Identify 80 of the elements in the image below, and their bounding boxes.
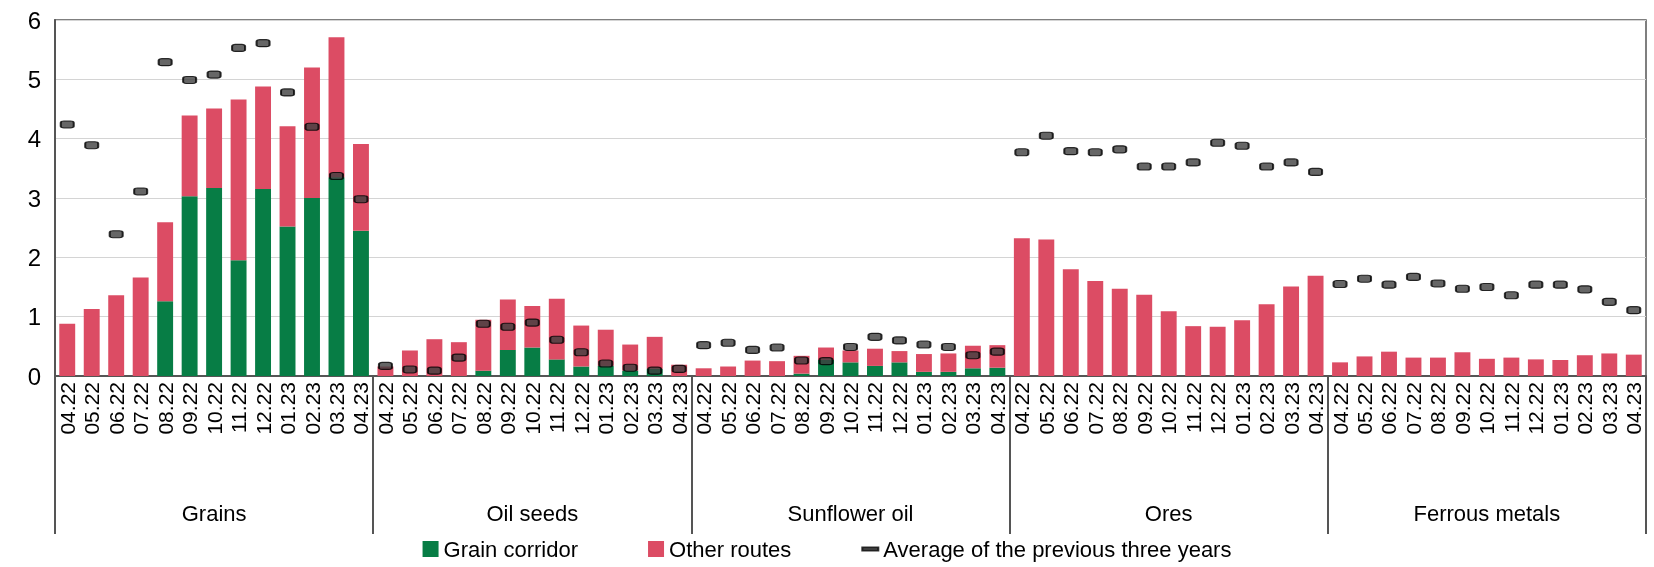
x-tick-label: 01.23 <box>1548 382 1572 435</box>
text: Ores <box>1144 500 1193 526</box>
x-tick-label: 02.23 <box>618 382 642 435</box>
y-tick-label: 0 <box>27 362 41 390</box>
x-tick-label: 02.23 <box>936 382 960 435</box>
x-tick-label: 10.22 <box>1157 382 1181 435</box>
text: Oil seeds <box>486 500 579 526</box>
x-tick-label: 06.22 <box>741 382 765 435</box>
x-tick-label: 02.23 <box>300 382 324 435</box>
x-tick-label: 04.23 <box>1304 382 1328 435</box>
x-tick-label: 08.22 <box>153 382 177 435</box>
legend-label: Grain corridor <box>443 536 579 562</box>
x-tick-label: 09.22 <box>1450 382 1474 435</box>
x-tick-label: 11.22 <box>1499 382 1523 433</box>
x-tick-label: 04.23 <box>985 382 1009 435</box>
x-tick-label: 05.22 <box>1353 382 1377 435</box>
x-tick-label: 06.22 <box>104 382 128 435</box>
x-tick-label: 08.22 <box>1426 382 1450 435</box>
legend-label: Average of the previous three years <box>883 536 1232 562</box>
x-tick-label: 07.22 <box>1083 382 1107 435</box>
x-tick-label: 07.22 <box>1401 382 1425 435</box>
x-tick-label: 12.22 <box>1206 382 1230 435</box>
x-tick-label: 02.23 <box>1255 382 1279 435</box>
x-tick-label: 10.22 <box>520 382 544 435</box>
x-tick-label: 02.23 <box>1573 382 1597 435</box>
x-tick-label: 10.22 <box>1475 382 1499 435</box>
x-tick-label: 07.22 <box>447 382 471 435</box>
x-tick-label: 08.22 <box>790 382 814 435</box>
x-tick-label: 05.22 <box>716 382 740 435</box>
x-tick-label: 01.23 <box>912 382 936 435</box>
x-tick-label: 12.22 <box>569 382 593 435</box>
legend-label: Other routes <box>669 536 792 562</box>
text: Sunflower oil <box>787 500 914 526</box>
x-tick-label: 04.23 <box>349 382 373 435</box>
x-tick-label: 01.23 <box>1230 382 1254 435</box>
x-tick-label: 04.22 <box>55 382 79 435</box>
x-tick-label: 07.22 <box>765 382 789 435</box>
y-tick-label: 4 <box>27 125 41 153</box>
x-tick-label: 12.22 <box>1524 382 1548 435</box>
x-tick-label: 11.22 <box>863 382 887 433</box>
x-tick-label: 08.22 <box>1108 382 1132 435</box>
x-tick-label: 04.23 <box>1622 382 1646 435</box>
x-tick-label: 06.22 <box>1059 382 1083 435</box>
x-tick-label: 07.22 <box>129 382 153 435</box>
x-tick-label: 01.23 <box>594 382 618 435</box>
x-tick-label: 11.22 <box>227 382 251 433</box>
text: Grains <box>181 500 247 526</box>
x-tick-label: 09.22 <box>178 382 202 435</box>
x-tick-label: 09.22 <box>496 382 520 435</box>
x-tick-label: 05.22 <box>398 382 422 435</box>
x-tick-label: 10.22 <box>839 382 862 435</box>
x-tick-label: 05.22 <box>1034 382 1058 435</box>
y-tick-label: 6 <box>27 6 41 34</box>
x-tick-label: 10.22 <box>202 382 226 435</box>
x-tick-label: 06.22 <box>1377 382 1401 435</box>
x-tick-label: 09.22 <box>814 382 838 435</box>
x-tick-label: 08.22 <box>471 382 495 435</box>
x-tick-label: 11.22 <box>1181 382 1205 433</box>
x-tick-label: 04.23 <box>667 382 691 435</box>
x-tick-label: 09.22 <box>1132 382 1156 435</box>
x-tick-label: 01.23 <box>276 382 300 435</box>
x-tick-label: 03.23 <box>1597 382 1621 435</box>
x-tick-label: 03.23 <box>643 382 667 435</box>
text: Ferrous metals <box>1413 500 1561 526</box>
x-tick-label: 03.23 <box>961 382 985 435</box>
x-tick-label: 06.22 <box>422 382 446 435</box>
x-tick-label: 05.22 <box>80 382 104 435</box>
x-tick-label: 03.23 <box>324 382 348 435</box>
x-tick-label: 04.22 <box>1328 382 1352 435</box>
x-tick-label: 11.22 <box>545 382 569 433</box>
y-tick-label: 1 <box>27 303 41 331</box>
x-tick-label: 04.22 <box>692 382 716 435</box>
y-tick-label: 3 <box>27 184 41 212</box>
x-tick-label: 04.22 <box>1010 382 1034 435</box>
x-tick-label: 12.22 <box>251 382 275 435</box>
x-tick-label: 03.23 <box>1279 382 1303 435</box>
x-tick-label: 04.22 <box>373 382 397 435</box>
y-tick-label: 5 <box>27 65 41 93</box>
y-tick-label: 2 <box>27 243 41 271</box>
x-tick-label: 12.22 <box>887 382 911 435</box>
